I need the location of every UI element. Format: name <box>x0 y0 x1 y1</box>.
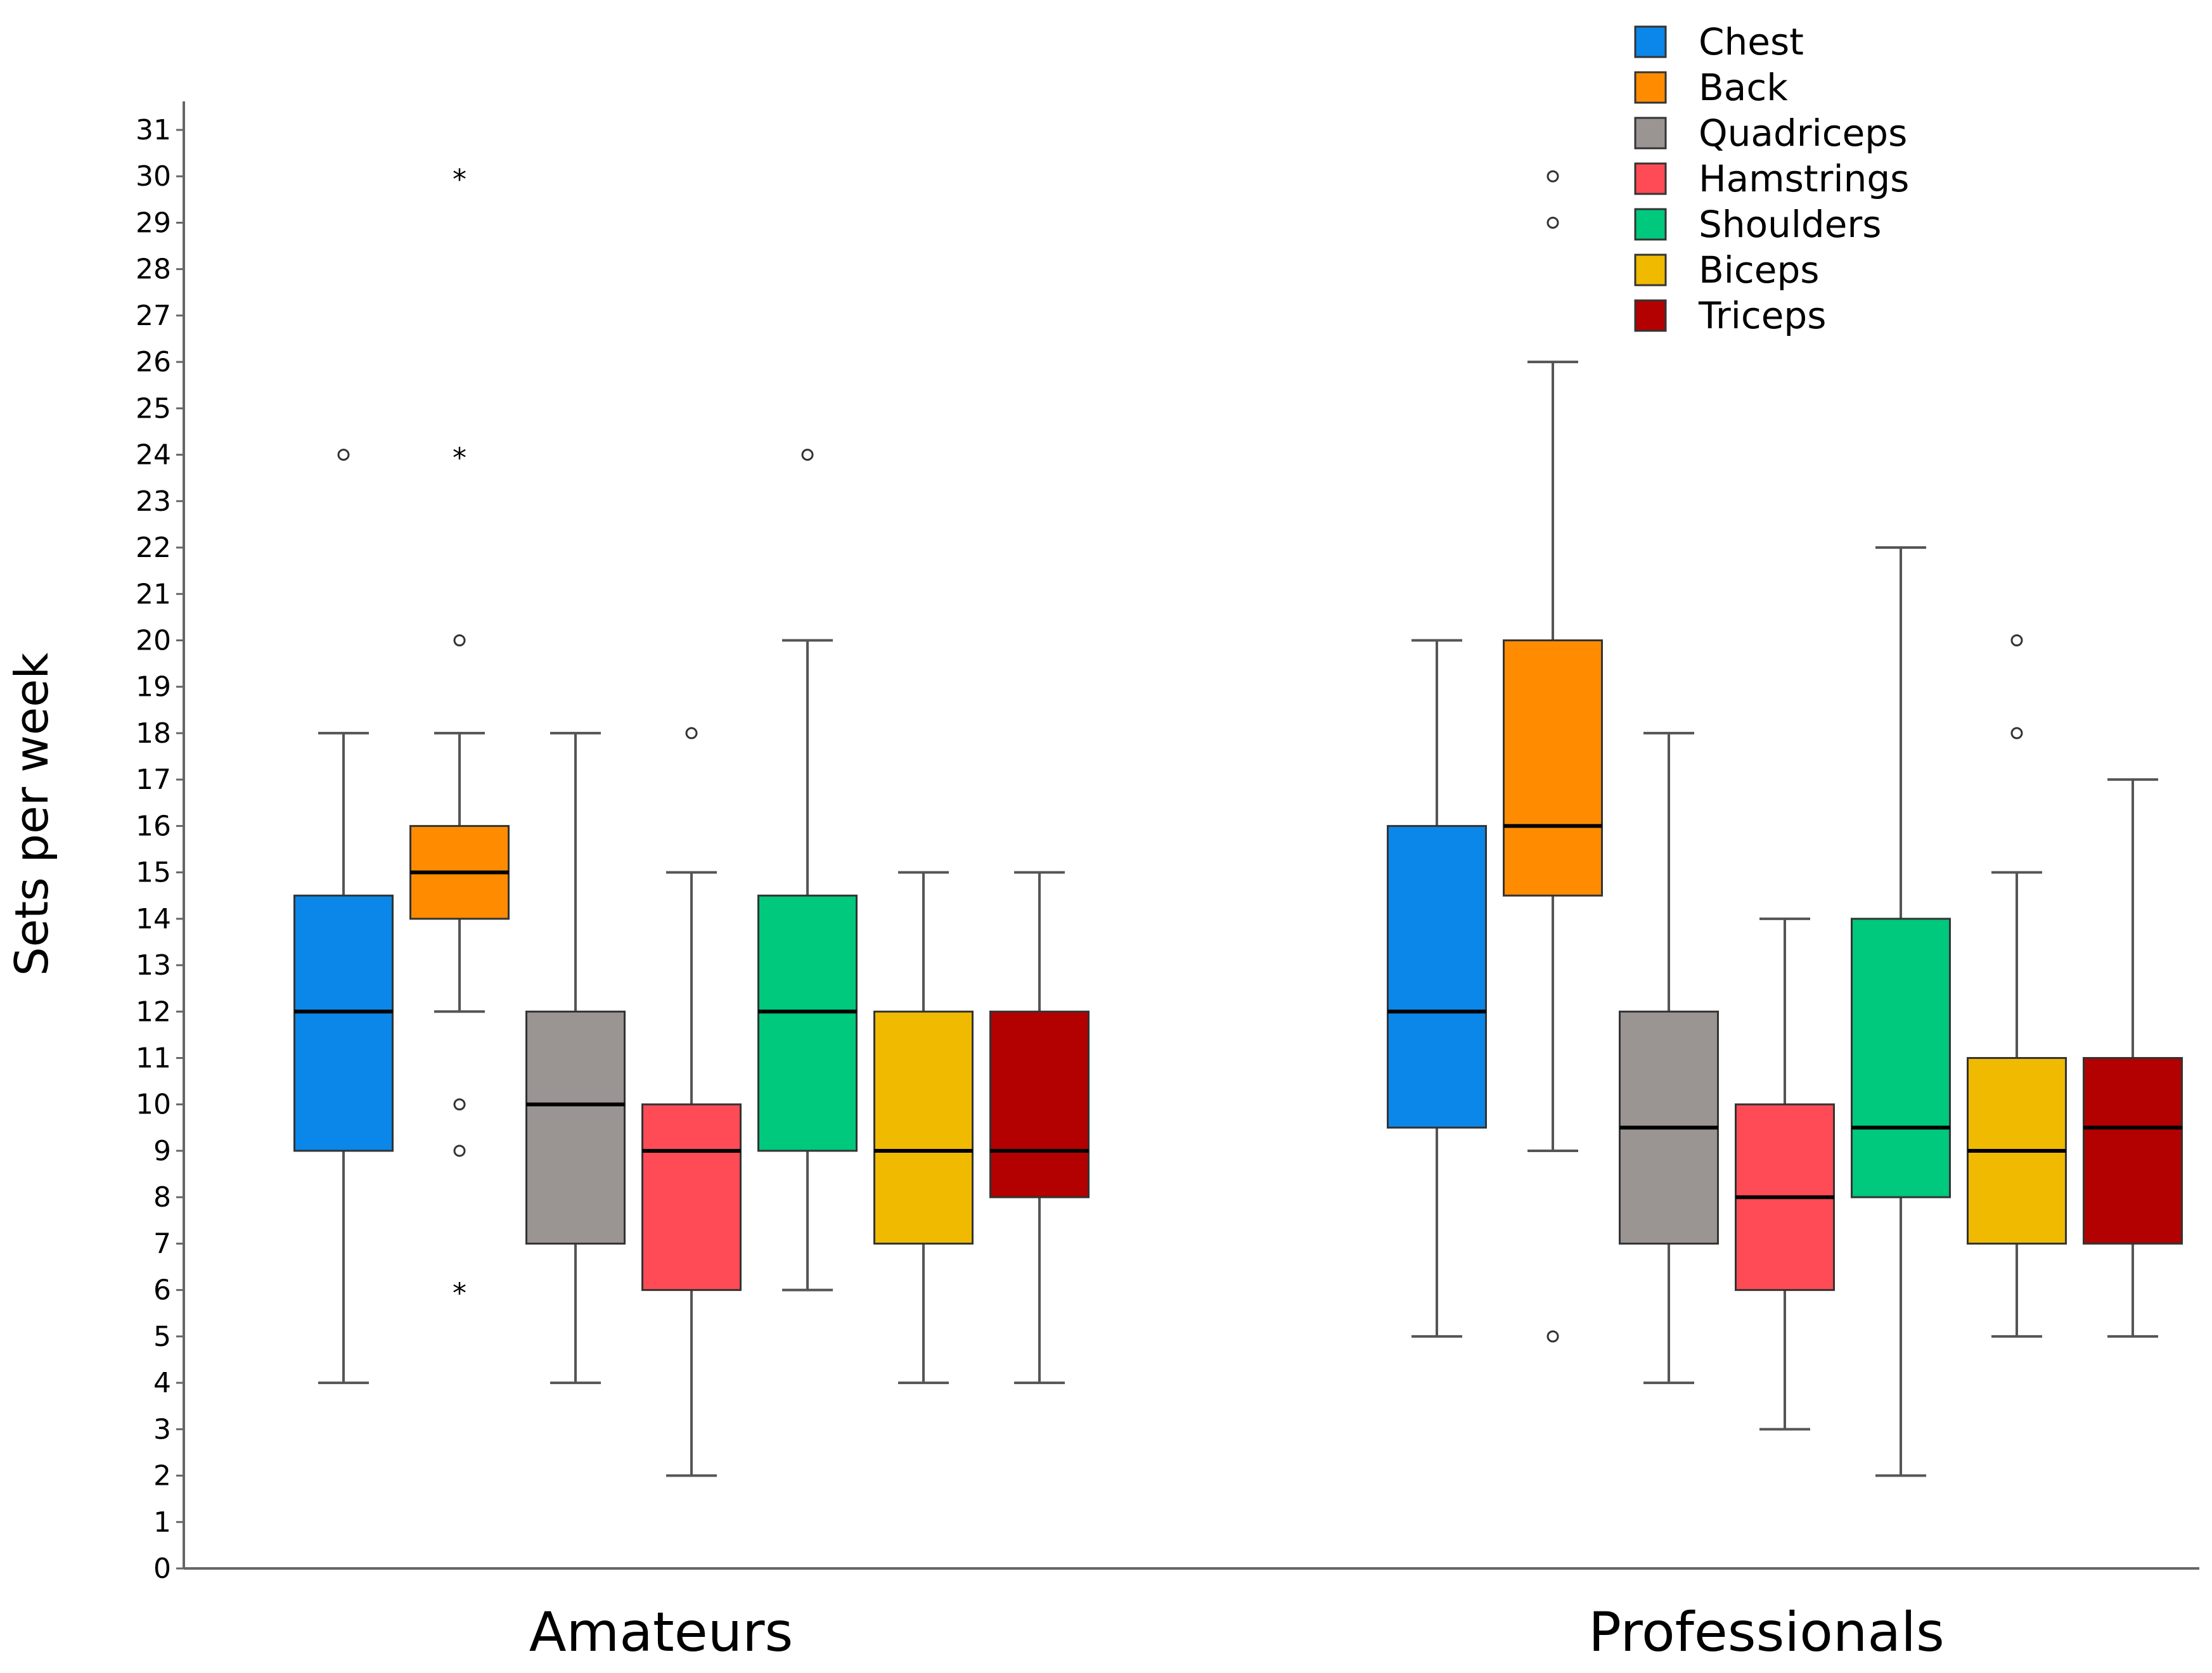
legend-label-quadriceps: Quadriceps <box>1699 112 1907 155</box>
iqr-box <box>1503 639 1603 897</box>
box-back-amateurs: * * * <box>409 163 510 1310</box>
outlier-marker <box>685 727 698 740</box>
extreme-outlier-marker: * <box>453 1278 466 1310</box>
iqr-box <box>1387 824 1487 1129</box>
y-tick-label: 14 <box>136 903 171 935</box>
y-tick-label: 8 <box>153 1181 171 1214</box>
y-tick-label: 19 <box>136 671 171 703</box>
legend-swatch-quadriceps <box>1634 117 1667 150</box>
y-tick-label: 26 <box>136 346 171 378</box>
y-tick-label: 21 <box>136 578 171 610</box>
outlier-marker <box>2010 727 2023 740</box>
y-tick-label: 3 <box>153 1413 171 1445</box>
y-tick-label: 31 <box>136 114 171 146</box>
y-tick-label: 7 <box>153 1228 171 1260</box>
box-biceps-amateurs <box>873 871 974 1385</box>
box-plots: * * * <box>293 163 2183 1477</box>
y-tick-label: 17 <box>136 764 171 796</box>
outlier-marker <box>1546 170 1559 183</box>
iqr-box <box>293 894 394 1152</box>
y-tick-label: 5 <box>153 1321 171 1353</box>
y-tick-label: 4 <box>153 1367 171 1399</box>
extreme-outlier-marker: * <box>453 442 466 475</box>
legend-swatch-triceps <box>1634 299 1667 332</box>
box-chest-amateurs <box>293 449 394 1385</box>
iqr-box <box>525 1010 626 1245</box>
legend-label-back: Back <box>1699 66 1788 109</box>
box-triceps-amateurs <box>989 871 1090 1385</box>
outlier-marker <box>453 634 466 646</box>
y-tick-label: 0 <box>153 1553 171 1585</box>
y-tick-label: 13 <box>136 949 171 982</box>
y-tick-label: 22 <box>136 532 171 564</box>
legend-label-shoulders: Shoulders <box>1699 203 1882 246</box>
legend-swatch-shoulders <box>1634 208 1667 241</box>
legend-swatch-biceps <box>1634 253 1667 286</box>
iqr-box <box>2083 1057 2183 1245</box>
legend-swatch-chest <box>1634 25 1667 58</box>
legend-label-chest: Chest <box>1699 20 1804 63</box>
y-tick-label: 10 <box>136 1089 171 1121</box>
y-tick-label: 9 <box>153 1135 171 1167</box>
y-tick-label: 29 <box>136 207 171 239</box>
extreme-outlier-marker: * <box>453 163 466 196</box>
y-tick-label: 30 <box>136 160 171 193</box>
y-tick-label: 28 <box>136 253 171 286</box>
box-back-professionals <box>1503 170 1603 1343</box>
legend-swatch-back <box>1634 71 1667 104</box>
legend-swatch-hamstrings <box>1634 162 1667 195</box>
y-tick-label: 20 <box>136 624 171 657</box>
y-tick-label: 27 <box>136 300 171 332</box>
box-chest-professionals <box>1387 639 1487 1338</box>
legend-label-biceps: Biceps <box>1699 248 1820 292</box>
outlier-marker <box>337 449 350 461</box>
outlier-marker <box>453 1098 466 1111</box>
box-quadriceps-professionals <box>1619 731 1719 1385</box>
y-tick-label: 18 <box>136 717 171 750</box>
x-axis-category-labels: Amateurs Professionals <box>529 1601 1945 1664</box>
x-category-label: Professionals <box>1588 1601 1945 1664</box>
box-hamstrings-amateurs <box>641 727 742 1477</box>
outlier-marker <box>453 1144 466 1157</box>
y-tick-label: 11 <box>136 1042 171 1075</box>
legend-label-hamstrings: Hamstrings <box>1699 157 1909 200</box>
y-tick-label: 2 <box>153 1460 171 1492</box>
box-triceps-professionals <box>2083 778 2183 1338</box>
y-axis-title: Sets per week <box>5 653 58 977</box>
y-tick-label: 25 <box>136 392 171 425</box>
outlier-marker <box>2010 634 2023 646</box>
legend-label-triceps: Triceps <box>1698 294 1826 337</box>
outlier-marker <box>801 449 814 461</box>
iqr-box <box>641 1103 742 1292</box>
box-biceps-professionals <box>1967 634 2067 1338</box>
y-tick-label: 24 <box>136 439 171 471</box>
box-shoulders-professionals <box>1851 546 1951 1477</box>
box-shoulders-amateurs <box>757 449 858 1292</box>
iqr-box <box>989 1010 1090 1198</box>
y-axis-ticks: 0123456789101112131415161718192021222324… <box>136 114 184 1585</box>
outlier-marker <box>1546 216 1559 229</box>
y-tick-label: 6 <box>153 1274 171 1307</box>
y-tick-label: 15 <box>136 857 171 889</box>
box-hamstrings-professionals <box>1735 917 1835 1431</box>
y-tick-label: 12 <box>136 996 171 1028</box>
iqr-box <box>757 894 858 1152</box>
y-tick-label: 23 <box>136 485 171 518</box>
box-quadriceps-amateurs <box>525 731 626 1385</box>
x-category-label: Amateurs <box>529 1601 794 1664</box>
outlier-marker <box>1546 1330 1559 1343</box>
iqr-box <box>873 1010 974 1245</box>
iqr-box <box>1851 918 1951 1198</box>
y-tick-label: 16 <box>136 810 171 842</box>
y-tick-label: 1 <box>153 1506 171 1539</box>
legend: ChestBackQuadricepsHamstringsShouldersBi… <box>1634 20 1909 337</box>
